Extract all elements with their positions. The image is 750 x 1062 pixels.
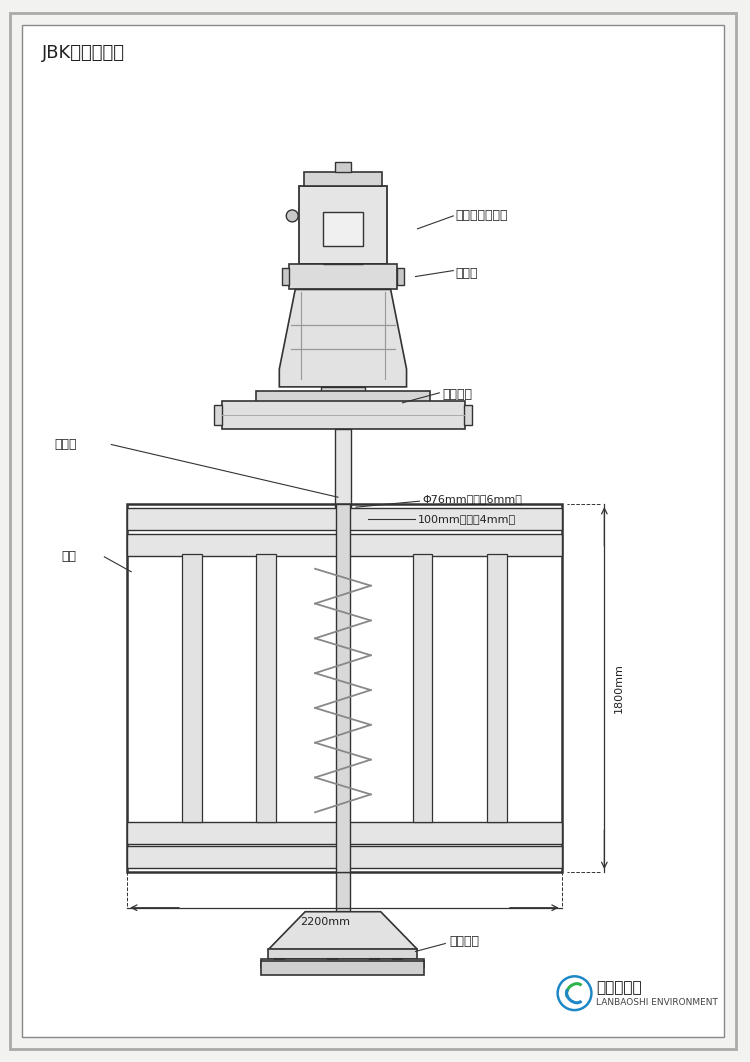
Text: 1800mm: 1800mm	[614, 663, 624, 713]
Bar	[323, 212, 363, 245]
Text: 联轴器: 联轴器	[455, 267, 478, 280]
Text: JBK框式搅拌机: JBK框式搅拌机	[42, 44, 125, 62]
Bar	[397, 268, 404, 286]
Polygon shape	[279, 290, 406, 387]
Bar	[268, 949, 418, 959]
Bar	[182, 554, 202, 822]
Text: 框架: 框架	[62, 550, 76, 563]
Polygon shape	[268, 911, 418, 949]
Circle shape	[286, 210, 298, 222]
Bar	[290, 263, 397, 290]
Bar	[315, 399, 370, 407]
Bar	[304, 172, 382, 186]
Bar	[128, 534, 562, 555]
Bar	[464, 405, 472, 425]
Bar	[336, 872, 350, 911]
Text: LANBAOSHI ENVIRONMENT: LANBAOSHI ENVIRONMENT	[596, 997, 718, 1007]
Text: 底座支架: 底座支架	[442, 389, 472, 401]
Bar	[335, 429, 351, 510]
Text: 100mm（厅度4mm）: 100mm（厅度4mm）	[418, 514, 515, 524]
Text: 搅拌轴: 搅拌轴	[55, 438, 77, 451]
Bar	[256, 391, 430, 407]
Text: 蓝宝石环保: 蓝宝石环保	[596, 980, 642, 995]
Bar	[128, 822, 562, 844]
Bar	[128, 504, 562, 872]
Bar	[214, 405, 222, 425]
Bar	[256, 554, 276, 822]
Bar	[128, 508, 562, 530]
Text: 水下支座: 水下支座	[449, 935, 479, 948]
Bar	[487, 554, 507, 822]
Bar	[262, 961, 424, 975]
Text: 电机（减速机）: 电机（减速机）	[455, 209, 508, 222]
Bar	[335, 162, 351, 172]
Text: Φ76mm（厅度6mm）: Φ76mm（厅度6mm）	[422, 494, 522, 504]
Bar	[262, 959, 424, 967]
Bar	[299, 186, 387, 263]
Bar	[321, 387, 364, 399]
Bar	[336, 504, 350, 872]
Bar	[128, 846, 562, 868]
Bar	[413, 554, 433, 822]
Bar	[222, 400, 465, 429]
Text: 2200mm: 2200mm	[300, 917, 350, 927]
Bar	[282, 268, 290, 286]
